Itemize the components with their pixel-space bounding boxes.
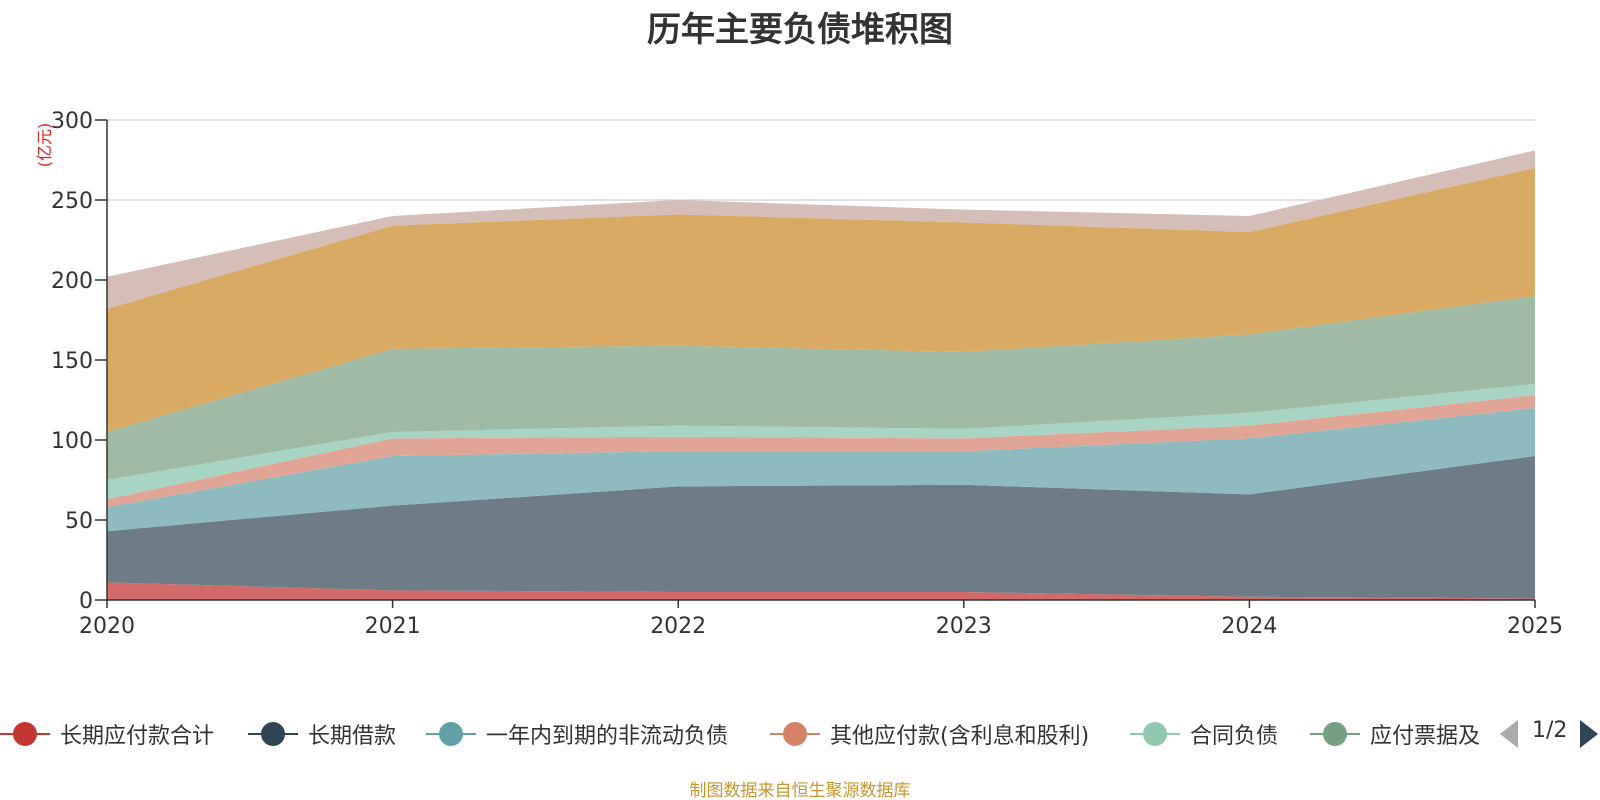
- legend-item-notes-accounts-payable[interactable]: 应付票据及应付账款: [1310, 712, 1480, 756]
- legend-item-current-portion-noncurrent[interactable]: 一年内到期的非流动负债: [426, 712, 728, 756]
- x-tick-label: 2020: [79, 614, 135, 639]
- chart-title: 历年主要负债堆积图: [647, 10, 953, 50]
- y-tick-label: 50: [65, 509, 93, 534]
- legend-prev-page-icon[interactable]: [1500, 720, 1518, 748]
- y-tick-label: 0: [79, 589, 93, 614]
- area-series-1: [107, 456, 1535, 599]
- chart-plot: 0 50 100 150 200 250 300 2020 2021 2022 2023 2024 20…: [35, 109, 1563, 639]
- legend-marker-icon: [1310, 712, 1360, 756]
- area-series-2: [107, 408, 1535, 532]
- x-tick-label: 2024: [1221, 614, 1277, 639]
- legend-marker-icon: [248, 712, 298, 756]
- area-series-6: [107, 168, 1535, 432]
- legend-page-indicator: 1/2: [1532, 718, 1568, 743]
- legend-label: 合同负债: [1190, 724, 1279, 749]
- area-series-0: [107, 582, 1535, 600]
- y-tick-label: 150: [51, 349, 93, 374]
- legend: 长期应付款合计 长期借款 一年内到期的非流动负债 其他应付款(含利息和股利) 合…: [0, 712, 1480, 756]
- area-series-3: [107, 395, 1535, 508]
- legend-item-long-term-loans[interactable]: 长期借款: [248, 712, 396, 756]
- legend-label: 长期应付款合计: [60, 724, 215, 749]
- legend-item-long-term-payables[interactable]: 长期应付款合计: [0, 712, 214, 756]
- legend-item-other-payables[interactable]: 其他应付款(含利息和股利): [770, 712, 1089, 756]
- legend-label: 长期借款: [308, 724, 397, 749]
- legend-marker-icon: [1130, 712, 1180, 756]
- legend-label: 应付票据及应付账款: [1370, 724, 1480, 749]
- x-tick-label: 2021: [365, 614, 421, 639]
- legend-marker-icon: [770, 712, 820, 756]
- legend-marker-icon: [0, 712, 50, 756]
- legend-marker-icon: [426, 712, 476, 756]
- area-series-7: [107, 150, 1535, 309]
- x-tick-label: 2025: [1507, 614, 1563, 639]
- y-tick-label: 250: [51, 189, 93, 214]
- legend-next-page-icon[interactable]: [1580, 720, 1598, 748]
- area-series-5: [107, 296, 1535, 480]
- y-tick-label: 200: [51, 269, 93, 294]
- x-tick-label: 2023: [936, 614, 992, 639]
- legend-pager: 1/2: [1500, 716, 1600, 756]
- y-tick-label: 300: [51, 109, 93, 134]
- legend-label: 其他应付款(含利息和股利): [830, 724, 1090, 749]
- x-tick-label: 2022: [650, 614, 706, 639]
- data-source-note: 制图数据来自恒生聚源数据库: [689, 781, 911, 800]
- legend-label: 一年内到期的非流动负债: [486, 724, 729, 749]
- y-tick-label: 100: [51, 429, 93, 454]
- y-axis-unit-label: (亿元): [35, 123, 54, 168]
- legend-item-contract-liabilities[interactable]: 合同负债: [1130, 712, 1278, 756]
